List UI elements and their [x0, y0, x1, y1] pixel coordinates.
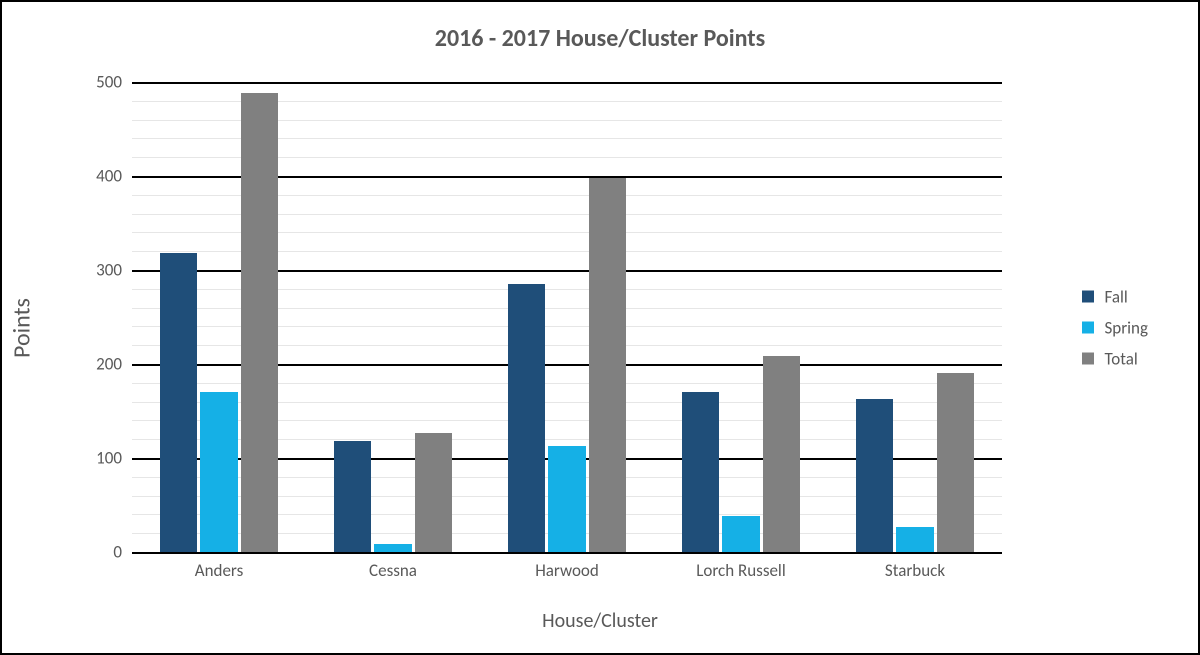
- bar: [856, 399, 893, 552]
- bar: [415, 433, 452, 552]
- major-gridline: [132, 552, 1002, 554]
- chart-title: 2016 - 2017 House/Cluster Points: [2, 24, 1198, 53]
- major-gridline: [132, 82, 1002, 84]
- chart-frame: 2016 - 2017 House/Cluster Points Points …: [0, 0, 1200, 655]
- y-tick-label: 300: [96, 260, 122, 281]
- legend-label: Spring: [1104, 317, 1148, 338]
- legend-item: Fall: [1082, 286, 1148, 307]
- bar: [896, 527, 933, 552]
- y-tick-label: 400: [96, 166, 122, 187]
- legend-item: Spring: [1082, 317, 1148, 338]
- x-tick-label: Harwood: [535, 560, 599, 581]
- legend-label: Fall: [1104, 286, 1127, 307]
- y-tick-label: 200: [96, 354, 122, 375]
- bar: [763, 356, 800, 552]
- y-tick-label: 500: [96, 72, 122, 93]
- legend-swatch: [1082, 291, 1094, 303]
- legend-label: Total: [1104, 348, 1137, 369]
- legend-swatch: [1082, 322, 1094, 334]
- y-axis-label: Points: [8, 298, 37, 358]
- bar: [682, 392, 719, 552]
- x-tick-label: Cessna: [369, 560, 417, 581]
- bar: [722, 516, 759, 552]
- legend-swatch: [1082, 353, 1094, 365]
- x-tick-label: Lorch Russell: [696, 560, 785, 581]
- plot-area: 0100200300400500AndersCessnaHarwoodLorch…: [132, 82, 1002, 552]
- bar: [374, 544, 411, 552]
- y-tick-label: 0: [113, 542, 122, 563]
- bar: [200, 392, 237, 552]
- legend-item: Total: [1082, 348, 1148, 369]
- bar: [160, 253, 197, 552]
- x-axis-label: House/Cluster: [2, 609, 1198, 633]
- x-tick-label: Starbuck: [885, 560, 945, 581]
- legend: Fall Spring Total: [1082, 276, 1148, 379]
- bar: [548, 446, 585, 552]
- bar: [937, 373, 974, 552]
- bar: [334, 441, 371, 552]
- bar: [241, 93, 278, 552]
- bar: [589, 178, 626, 552]
- bar: [508, 284, 545, 552]
- x-tick-label: Anders: [195, 560, 243, 581]
- y-tick-label: 100: [96, 448, 122, 469]
